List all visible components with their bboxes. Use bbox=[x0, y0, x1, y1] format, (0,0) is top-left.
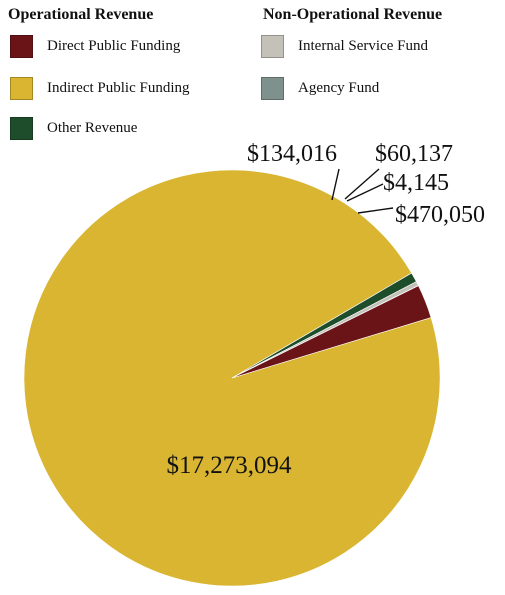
legend-swatch-direct-public-funding bbox=[10, 35, 33, 58]
legend-item-agency-fund: Agency Fund bbox=[261, 77, 379, 100]
leader-line bbox=[331, 168, 340, 201]
legend-heading-operational: Operational Revenue bbox=[8, 6, 154, 23]
legend-heading-non-operational: Non-Operational Revenue bbox=[263, 6, 443, 23]
slice-value-label: $470,050 bbox=[395, 202, 485, 228]
legend-label: Other Revenue bbox=[47, 120, 138, 136]
leader-line bbox=[357, 207, 394, 214]
legend-item-internal-service-fund: Internal Service Fund bbox=[261, 35, 428, 58]
leader-line bbox=[346, 183, 384, 202]
legend-item-direct-public-funding: Direct Public Funding bbox=[10, 35, 180, 58]
legend-swatch-agency-fund bbox=[261, 77, 284, 100]
legend-swatch-other-revenue bbox=[10, 117, 33, 140]
legend-label: Agency Fund bbox=[298, 80, 380, 96]
slice-value-label: $60,137 bbox=[375, 141, 453, 167]
legend-item-indirect-public-funding: Indirect Public Funding bbox=[10, 77, 190, 100]
legend-label: Indirect Public Funding bbox=[47, 80, 190, 96]
legend-item-other-revenue: Other Revenue bbox=[10, 117, 137, 140]
leader-line bbox=[344, 168, 380, 200]
slice-value-label: $17,273,094 bbox=[167, 452, 293, 479]
legend-swatch-indirect-public-funding bbox=[10, 77, 33, 100]
slice-value-label: $4,145 bbox=[383, 170, 449, 196]
legend-label: Direct Public Funding bbox=[47, 38, 181, 54]
pie-slice-direct-public-funding bbox=[231, 285, 432, 379]
legend-label: Internal Service Fund bbox=[298, 38, 428, 54]
slice-value-label: $134,016 bbox=[247, 141, 337, 167]
legend-swatch-internal-service-fund bbox=[261, 35, 284, 58]
